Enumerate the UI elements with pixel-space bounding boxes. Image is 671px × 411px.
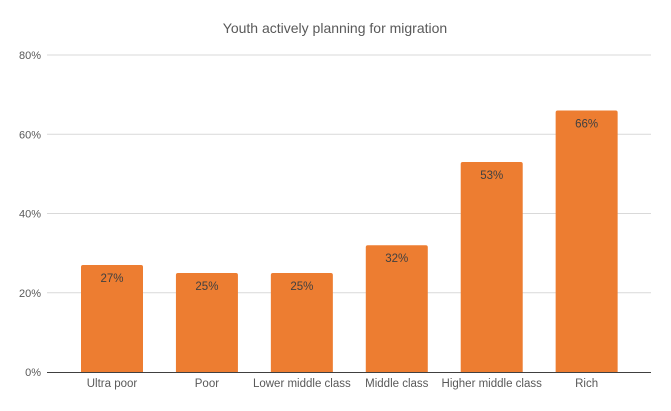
y-axis-tick-labels: 0% 20% 40% 60% 80% [19,50,41,379]
bar [365,245,428,372]
y-tick-label: 0% [25,367,41,379]
bar [270,272,333,372]
x-axis-category-labels: Ultra poor Poor Lower middle class Middle c… [87,378,598,390]
bar [460,161,523,372]
data-label: 25% [290,281,313,293]
data-label: 25% [195,281,218,293]
bar [175,272,238,372]
data-label: 27% [100,273,123,285]
data-label: 53% [480,170,503,182]
data-labels: 27% 25% 25% 32% 53% 66% [100,118,598,292]
data-label: 66% [575,118,598,130]
bars [81,110,618,372]
y-tick-label: 40% [19,209,41,221]
y-tick-label: 80% [19,50,41,62]
gridlines [47,54,651,294]
data-label: 32% [385,253,408,265]
x-category-label: Ultra poor [87,378,138,390]
y-tick-label: 60% [19,129,41,141]
x-category-label: Poor [195,378,219,390]
bar [81,265,143,372]
x-category-label: Higher middle class [442,378,543,390]
bar [555,110,618,372]
x-category-label: Lower middle class [253,378,351,390]
chart-title: Youth actively planning for migration [223,20,447,36]
x-category-label: Rich [575,378,598,390]
y-tick-label: 20% [19,288,41,300]
x-category-label: Middle class [365,378,429,390]
